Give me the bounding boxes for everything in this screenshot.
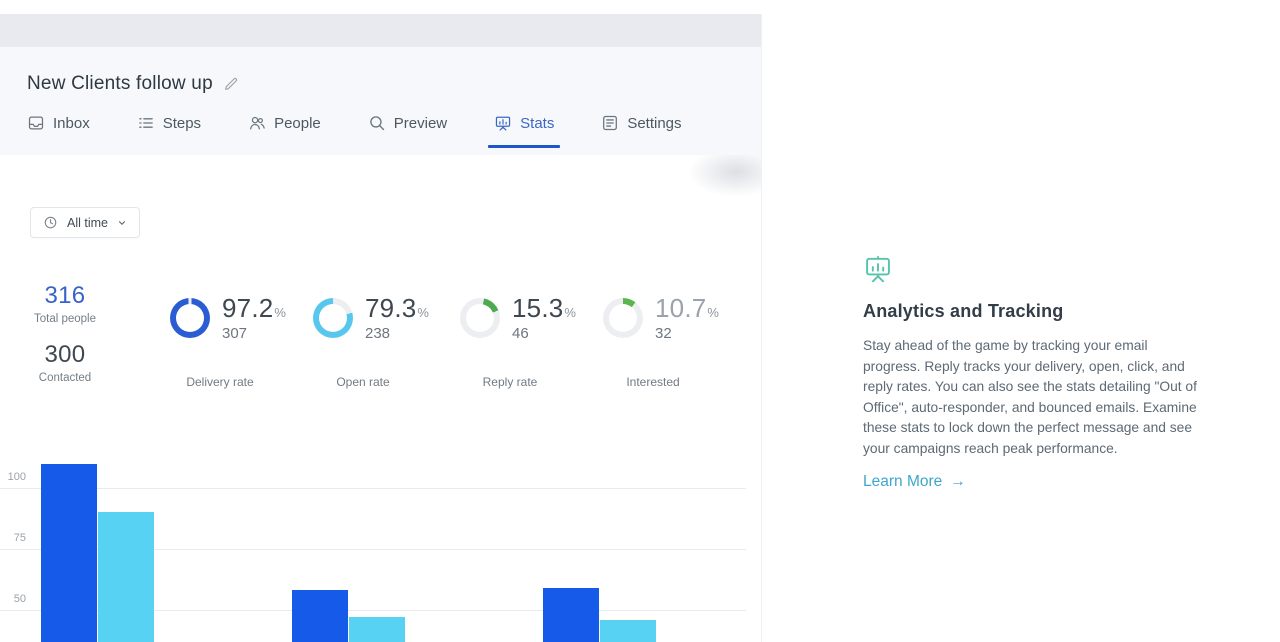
contacted-value: 300 xyxy=(44,341,86,368)
bar-dark-blue xyxy=(292,590,348,642)
y-tick-label: 100 xyxy=(7,471,26,483)
page-title: New Clients follow up xyxy=(27,73,213,94)
tab-label: Settings xyxy=(627,114,682,132)
chevron-down-icon xyxy=(117,218,127,228)
settings-doc-icon xyxy=(601,114,619,132)
tab-steps[interactable]: Steps xyxy=(137,114,201,145)
tab-label: Steps xyxy=(162,114,202,132)
stat-count: 307 xyxy=(222,325,248,342)
total-people-value: 316 xyxy=(44,282,86,309)
aside-title: Analytics and Tracking xyxy=(863,301,1064,321)
stat-label: Reply rate xyxy=(482,375,538,389)
bar-light-blue xyxy=(600,619,656,642)
stat-count: 32 xyxy=(655,325,672,342)
browser-topbar xyxy=(0,14,761,47)
time-filter-button[interactable]: All time xyxy=(30,207,140,238)
stat-percent: 97.2 xyxy=(222,293,274,323)
stats-board-icon xyxy=(494,114,512,132)
tab-inbox[interactable]: Inbox xyxy=(27,114,90,145)
stat-label: Open rate xyxy=(336,375,390,389)
interested-donut xyxy=(603,297,643,338)
stat-percent-sign: % xyxy=(707,305,719,320)
stat-percent: 15.3 xyxy=(512,293,564,323)
bar-dark-blue xyxy=(41,463,97,642)
reply-rate-donut xyxy=(460,297,500,338)
tab-preview[interactable]: Preview xyxy=(368,114,447,145)
y-tick-label: 75 xyxy=(13,532,26,544)
stat-percent-sign: % xyxy=(274,305,286,320)
stat-card-interested: 10.7 % 32 Interested xyxy=(603,293,723,389)
bar-light-blue xyxy=(98,512,154,642)
summary-block: 316 Total people 300 Contacted xyxy=(28,282,102,384)
stat-label: Interested xyxy=(626,375,680,389)
stat-card-open: 79.3 % 238 Open rate xyxy=(313,293,433,389)
bar-light-blue xyxy=(349,617,405,642)
delivery-rate-donut xyxy=(170,297,210,338)
tab-label: People xyxy=(274,114,321,132)
campaign-header: New Clients follow up Inbox Steps xyxy=(0,47,761,155)
gridline xyxy=(0,549,746,550)
search-icon xyxy=(368,114,386,132)
stat-count: 46 xyxy=(512,325,529,342)
total-people-label: Total people xyxy=(33,313,97,325)
tab-stats[interactable]: Stats xyxy=(488,114,561,148)
contacted-label: Contacted xyxy=(38,372,92,384)
tab-label: Preview xyxy=(393,114,448,132)
stat-percent-sign: % xyxy=(564,305,576,320)
stat-percent: 79.3 xyxy=(365,293,417,323)
tab-people[interactable]: People xyxy=(248,114,321,145)
arrow-right-icon: → xyxy=(950,473,966,490)
open-rate-donut xyxy=(313,297,353,338)
stat-count: 238 xyxy=(365,325,391,342)
analytics-board-icon xyxy=(863,254,1208,284)
learn-more-label: Learn More xyxy=(863,473,943,490)
feature-aside: Analytics and Tracking Stay ahead of the… xyxy=(863,254,1208,491)
campaign-app-window: New Clients follow up Inbox Steps xyxy=(0,14,762,642)
people-icon xyxy=(248,114,266,132)
steps-list-icon xyxy=(137,114,155,132)
stat-card-delivery: 97.2 % 307 Delivery rate xyxy=(170,293,290,389)
bar-dark-blue xyxy=(543,588,599,642)
stat-label: Delivery rate xyxy=(186,375,254,389)
gridline xyxy=(0,610,746,611)
stat-percent: 10.7 xyxy=(655,293,707,323)
panel-shadow xyxy=(688,155,761,197)
time-filter-label: All time xyxy=(67,215,108,230)
edit-pencil-icon[interactable] xyxy=(223,77,238,92)
bar-chart: 100 75 50 xyxy=(0,440,761,642)
clock-icon xyxy=(43,215,58,230)
y-tick-label: 50 xyxy=(13,593,26,605)
stat-card-reply: 15.3 % 46 Reply rate xyxy=(460,293,580,389)
tab-bar: Inbox Steps People Preview xyxy=(27,114,761,148)
learn-more-link[interactable]: Learn More → xyxy=(863,473,966,491)
aside-description: Stay ahead of the game by tracking your … xyxy=(863,338,1197,456)
tab-settings[interactable]: Settings xyxy=(601,114,682,145)
gridline xyxy=(0,488,746,489)
tab-label: Stats xyxy=(520,114,555,132)
tab-label: Inbox xyxy=(53,114,90,132)
inbox-icon xyxy=(27,114,45,132)
stat-percent-sign: % xyxy=(417,305,429,320)
